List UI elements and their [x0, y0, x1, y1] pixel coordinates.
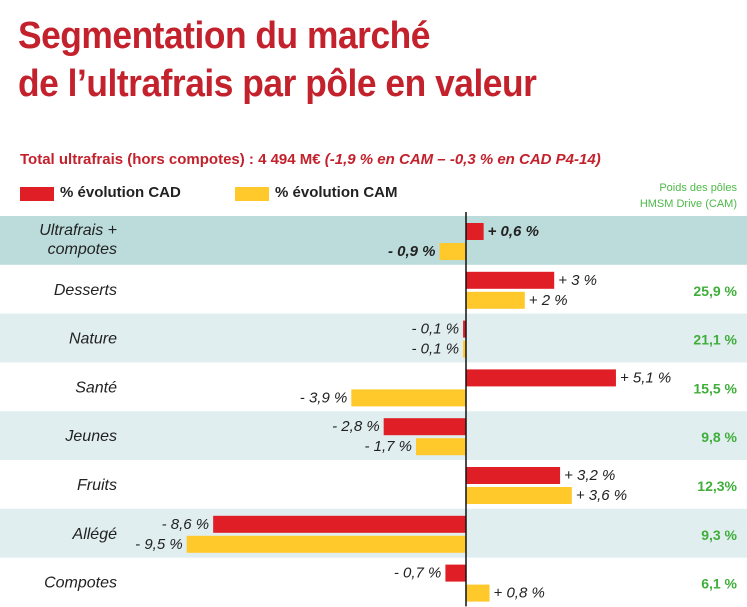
- bar-cam: [466, 487, 572, 504]
- chart-title: Segmentation du marché de l’ultrafrais p…: [18, 12, 688, 108]
- category-label: Fruits: [77, 477, 117, 494]
- weight-label: 12,3%: [697, 478, 737, 494]
- bar-cad: [466, 369, 616, 387]
- category-label: Ultrafrais +: [39, 222, 117, 239]
- category-label: compotes: [48, 241, 117, 258]
- bar-cam: [439, 243, 466, 260]
- weight-label: 9,3 %: [701, 527, 737, 543]
- weights-header-line-2: HMSM Drive (CAM): [639, 198, 737, 210]
- bar-cam: [416, 438, 466, 456]
- category-label: Santé: [75, 379, 117, 396]
- legend-label-cam: % évolution CAM: [275, 184, 398, 201]
- category-label: Allégé: [72, 526, 118, 543]
- weight-label: 15,5 %: [693, 380, 737, 396]
- category-label: Desserts: [54, 282, 117, 299]
- data-label-cam: + 2 %: [529, 292, 568, 309]
- data-label-cad: + 3 %: [558, 272, 597, 289]
- data-label-cam: + 3,6 %: [576, 487, 627, 504]
- title-line-2: de l’ultrafrais par pôle en valeur: [18, 63, 537, 105]
- category-label: Jeunes: [64, 428, 117, 445]
- weight-label: 9,8 %: [701, 429, 737, 445]
- weights-header-line-1: Poids des pôles: [659, 182, 737, 194]
- data-label-cam: + 0,8 %: [494, 585, 545, 602]
- category-label: Nature: [69, 331, 117, 348]
- weight-label: 6,1 %: [701, 576, 737, 592]
- bar-cad: [466, 467, 561, 484]
- subtitle-italic: (-1,9 % en CAM – -0,3 % en CAD P4-14): [324, 151, 601, 168]
- data-label-cad: + 3,2 %: [564, 467, 615, 484]
- bar-cam: [351, 389, 466, 407]
- bar-cam: [463, 340, 466, 358]
- data-label-cam: - 0,1 %: [412, 341, 460, 358]
- bar-cad: [463, 320, 466, 338]
- bar-cad: [466, 223, 484, 240]
- bar-cam: [466, 291, 525, 309]
- data-label-cad: - 0,7 %: [394, 565, 442, 582]
- weights-header: Poids des pôles HMSM Drive (CAM): [640, 180, 737, 212]
- bar-cam: [466, 584, 490, 602]
- data-label-cad: + 5,1 %: [620, 369, 671, 386]
- weight-label: 25,9 %: [693, 283, 737, 299]
- bar-cad: [213, 515, 466, 533]
- bar-cad: [445, 564, 466, 582]
- row-band: [0, 216, 747, 265]
- data-label-cam: - 1,7 %: [364, 438, 412, 455]
- data-label-cad: - 2,8 %: [332, 418, 380, 435]
- category-label: Compotes: [44, 575, 117, 592]
- data-label-cam: - 9,5 %: [135, 536, 183, 553]
- row-band: [0, 313, 747, 363]
- chart-subtitle: Total ultrafrais (hors compotes) : 4 494…: [20, 151, 740, 168]
- legend-swatch-cam: [235, 187, 269, 201]
- bar-cad: [383, 418, 466, 436]
- bar-cad: [466, 271, 555, 289]
- weight-label: 21,1 %: [693, 332, 737, 348]
- title-line-1: Segmentation du marché: [18, 15, 430, 57]
- bar-cam: [186, 535, 466, 553]
- subtitle-main: Total ultrafrais (hors compotes) : 4 494…: [20, 151, 325, 168]
- legend-swatch-cad: [20, 187, 54, 201]
- data-label-cad: - 8,6 %: [162, 516, 210, 533]
- row-band: [0, 411, 747, 460]
- data-label-cad: + 0,6 %: [488, 223, 539, 240]
- data-label-cad: - 0,1 %: [412, 321, 460, 338]
- legend-label-cad: % évolution CAD: [60, 184, 181, 201]
- data-label-cam: - 0,9 %: [388, 243, 436, 260]
- data-label-cam: - 3,9 %: [300, 389, 348, 406]
